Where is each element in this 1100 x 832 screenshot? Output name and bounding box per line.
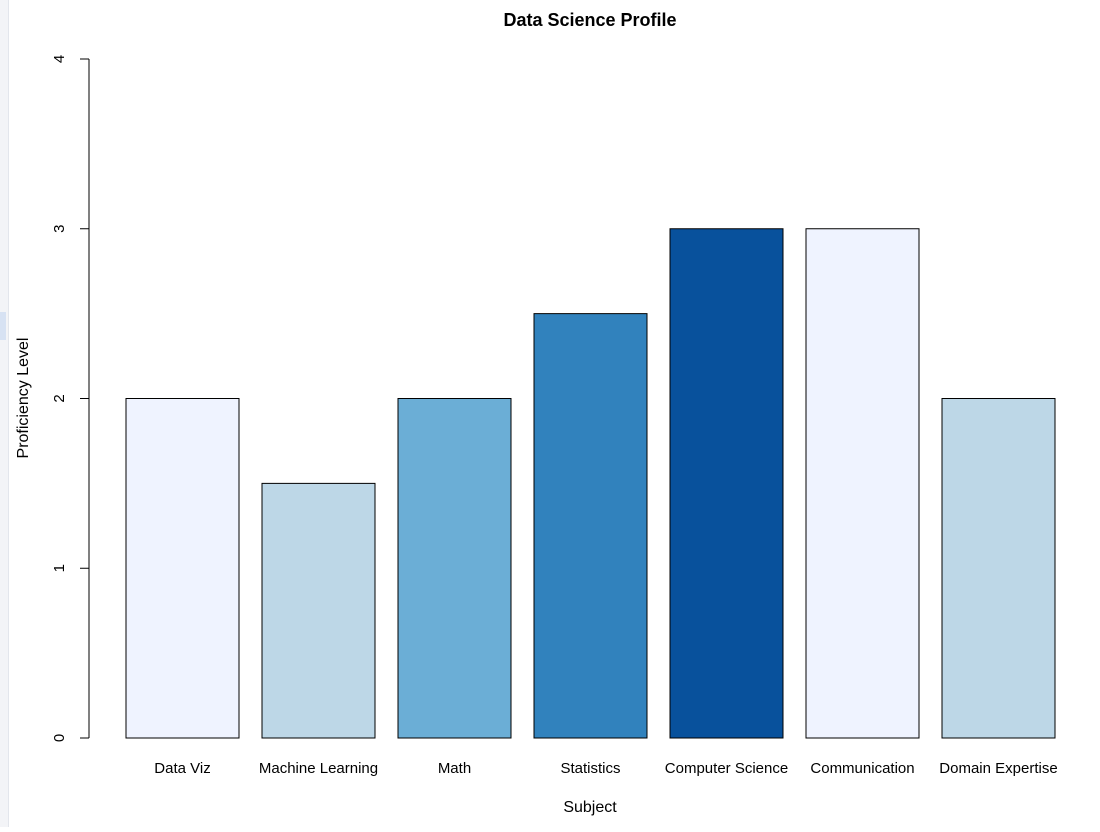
bar [125, 398, 240, 739]
x-tick-label: Communication [810, 760, 914, 777]
y-tick-label: 2 [51, 394, 68, 402]
window-edge-marker [0, 312, 6, 340]
chart-title: Data Science Profile [503, 10, 676, 30]
bar [669, 228, 784, 739]
window-edge [0, 0, 9, 827]
y-tick-label: 1 [51, 564, 68, 572]
x-tick-label: Math [438, 760, 471, 777]
bar [533, 313, 648, 739]
x-tick-label: Statistics [560, 760, 620, 777]
x-tick-label: Computer Science [665, 760, 788, 777]
x-tick-label: Machine Learning [259, 760, 378, 777]
y-tick-label: 3 [51, 225, 68, 233]
y-tick-label: 0 [51, 734, 68, 742]
bar [941, 398, 1056, 739]
x-axis-label: Subject [563, 799, 617, 816]
bars [125, 228, 1056, 739]
y-axis-label: Proficiency Level [15, 338, 32, 459]
x-tick-label: Data Viz [154, 760, 210, 777]
y-tick-label: 4 [51, 55, 68, 63]
x-tick-labels: Data Viz Machine Learning Math Statistics Co… [154, 760, 1057, 777]
y-axis: 0 1 2 3 4 [51, 55, 90, 742]
bar [397, 398, 512, 739]
bar [261, 482, 376, 739]
bar [805, 228, 920, 739]
x-tick-label: Domain Expertise [939, 760, 1057, 777]
